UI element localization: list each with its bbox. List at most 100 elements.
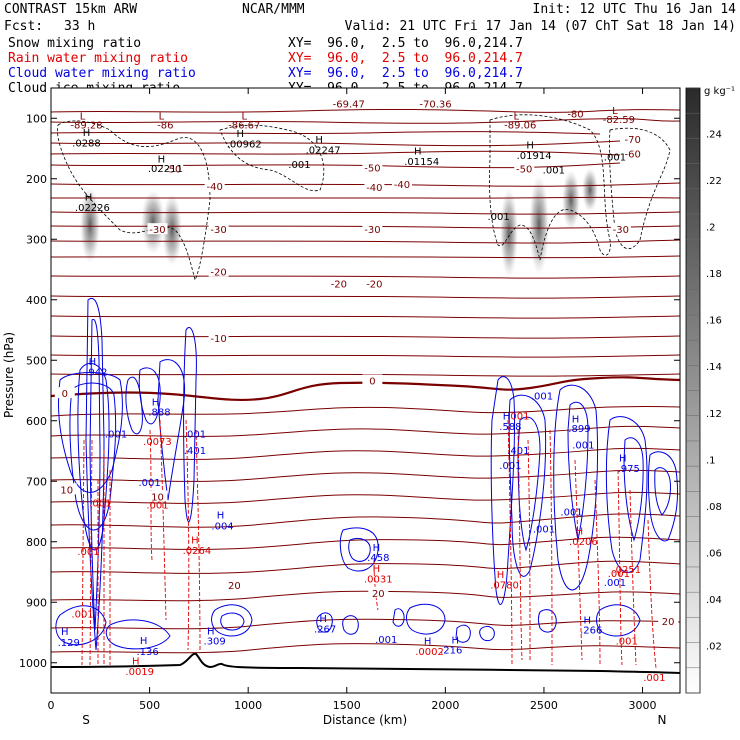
contour-max-label: .001 xyxy=(543,165,565,176)
contour-max-label: -60 xyxy=(625,150,641,161)
contour-max-label: .942 xyxy=(85,367,107,378)
high-marker: H xyxy=(152,398,160,409)
contour-max-label: .001 xyxy=(184,430,206,441)
isotherm-label: -50 xyxy=(165,165,181,176)
contour-max-label: .001 xyxy=(531,392,553,403)
x-tick-label: 0 xyxy=(48,699,55,712)
isotherm-label-bg xyxy=(658,615,679,627)
header-init: Init: 12 UTC Thu 16 Jan 14 xyxy=(533,2,737,17)
low-marker: L xyxy=(514,111,520,122)
y-tick-label: 1000 xyxy=(19,657,47,670)
isotherm-line xyxy=(51,275,680,279)
contour-max-label: .001 xyxy=(487,212,509,223)
legend-rain-xy: XY= 96.0, 2.5 to 96.0,214.7 xyxy=(288,51,523,66)
isotherm-label: -20 xyxy=(331,280,347,291)
x-axis-label: Distance (km) xyxy=(323,713,407,727)
cloud-water-contour xyxy=(517,416,541,552)
contour-max-label: .401 xyxy=(507,446,529,457)
contour-max-label: -70.36 xyxy=(419,99,451,110)
y-tick-label: 100 xyxy=(26,112,47,125)
isotherm-label: 0 xyxy=(369,376,375,387)
colorbar-label: .08 xyxy=(706,502,722,513)
contour-max-label: .266 xyxy=(580,626,602,637)
isotherm-line xyxy=(51,131,601,135)
rain-contour xyxy=(647,519,657,669)
isotherm-label-bg xyxy=(391,177,412,189)
isotherm-line xyxy=(51,211,680,215)
high-marker: H xyxy=(414,147,422,158)
isotherm-line xyxy=(51,406,680,417)
high-marker: H xyxy=(373,564,381,575)
contour-max-label: .975 xyxy=(618,464,640,475)
contour-max-label: .0073 xyxy=(143,437,172,448)
contour-max-label: -70 xyxy=(625,135,641,146)
x-tick-label: 3000 xyxy=(629,699,657,712)
contour-max-label: .0780 xyxy=(490,580,519,591)
cloud-water-contour xyxy=(553,384,599,591)
isotherm-label-bg xyxy=(208,223,229,235)
rain-contour xyxy=(594,479,601,666)
low-marker: L xyxy=(241,111,247,122)
cloud-water-contour xyxy=(623,437,644,542)
colorbar: .24 .22 .2 .18 .16 .14 .12 .1 .08 .06 .04 .02 g kg⁻… xyxy=(685,86,735,694)
isotherm-label: -50 xyxy=(364,163,380,174)
cloud-water-contour xyxy=(348,538,371,562)
high-marker: H xyxy=(424,637,432,648)
legend: Snow mixing ratio XY= 96.0, 2.5 to 96.0,… xyxy=(8,36,523,96)
cloud-water-contour xyxy=(157,359,186,501)
header-valid: Valid: 21 UTC Fri 17 Jan 14 (07 ChT Sat … xyxy=(345,19,736,34)
isotherm-label: 10 xyxy=(60,485,73,496)
isotherm-label-bg xyxy=(224,578,245,590)
colorbar-label: .24 xyxy=(706,130,722,141)
high-marker: H xyxy=(158,154,166,165)
contour-max-label: .02211 xyxy=(148,164,183,175)
isotherm-line xyxy=(51,425,680,437)
isotherm-label: -20 xyxy=(210,268,226,279)
header-center-title: NCAR/MMM xyxy=(242,2,305,17)
isotherm-label-bg xyxy=(328,277,349,289)
contour-max-label: .001 xyxy=(643,673,665,684)
isotherm-line xyxy=(51,255,680,259)
high-marker: H xyxy=(497,570,505,581)
colorbar-label: .02 xyxy=(706,641,722,652)
header-fcst-value: 33 h xyxy=(64,19,95,34)
ice-blob xyxy=(582,168,598,212)
cloud-water-contour xyxy=(479,625,495,642)
contour-max-label: .001 xyxy=(560,508,582,519)
colorbar-label: .16 xyxy=(706,316,722,327)
high-marker: H xyxy=(315,135,323,146)
isotherm-label: -40 xyxy=(394,180,410,191)
rain-contour xyxy=(89,439,93,666)
contour-max-label: .0002 xyxy=(415,647,444,658)
high-marker: H xyxy=(140,636,148,647)
cloud-water-contour xyxy=(406,603,446,635)
plot-frame xyxy=(50,87,681,694)
contour-max-label: -89.06 xyxy=(504,121,536,132)
contour-max-label: .001 xyxy=(616,637,638,648)
contour-max-label: .001 xyxy=(89,499,111,510)
colorbar-label: .2 xyxy=(706,223,716,234)
y-axis-label: Pressure (hPa) xyxy=(2,332,16,418)
isotherm-line xyxy=(51,469,680,482)
cloud-water-contour xyxy=(89,318,101,631)
isotherm-label-bg xyxy=(362,161,383,173)
snow-contour xyxy=(57,120,211,282)
contour-max-label: .001 xyxy=(375,635,397,646)
isotherm-line xyxy=(51,536,680,550)
cloud-water-contour xyxy=(220,612,245,631)
cloud-water-contour xyxy=(125,376,143,435)
colorbar-unit: g kg⁻¹ xyxy=(704,86,735,97)
isotherm-label: 20 xyxy=(372,589,385,600)
isotherm-label: -10 xyxy=(210,334,226,345)
x-tick-label: 500 xyxy=(139,699,160,712)
isotherm-line xyxy=(51,118,680,124)
contour-max-label: -89.28 xyxy=(70,121,102,132)
isotherm-label-bg xyxy=(362,374,383,386)
contour-max-label: .001 xyxy=(608,569,630,580)
isotherm-line xyxy=(51,295,680,299)
cloud-water-contour xyxy=(69,382,117,531)
contour-max-label: .0019 xyxy=(125,667,154,678)
contour-max-label: .001 xyxy=(77,547,99,558)
isotherm-label: -30 xyxy=(364,225,380,236)
